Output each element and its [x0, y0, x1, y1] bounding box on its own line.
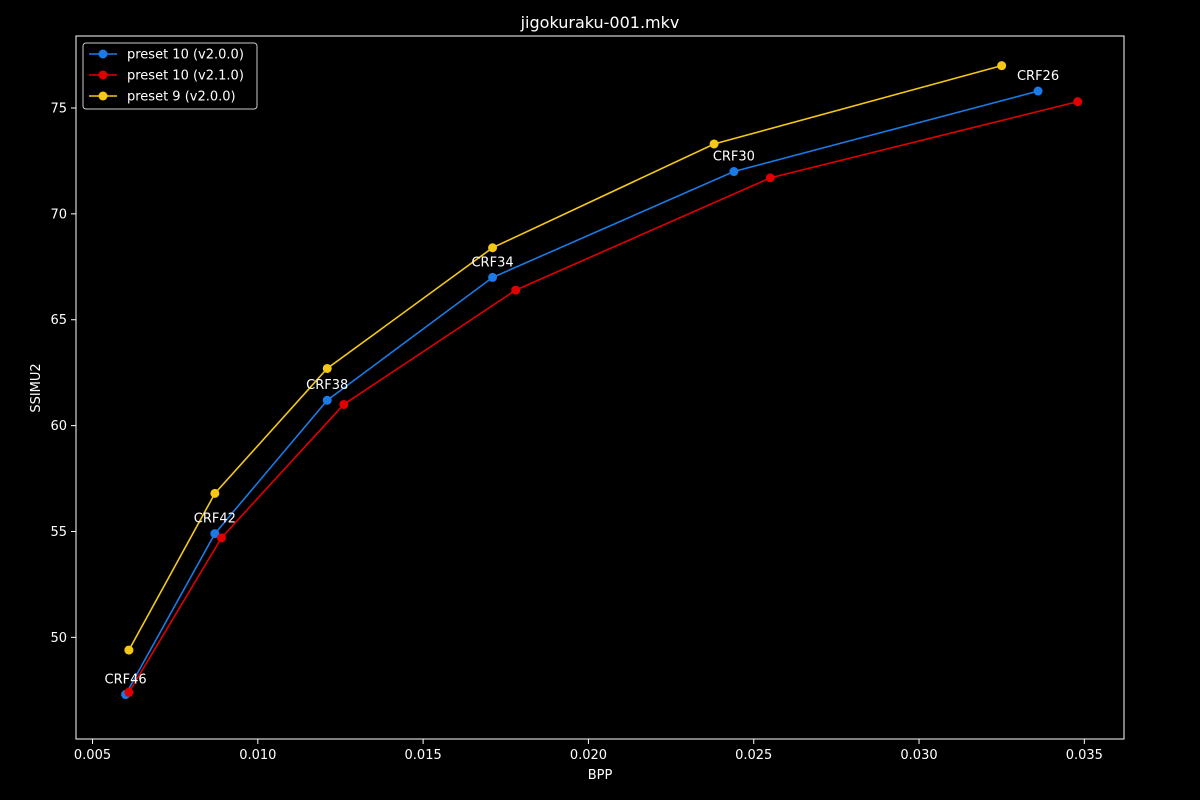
data-point: [124, 645, 134, 655]
crf-annotation: CRF30: [713, 150, 755, 165]
x-axis-label: BPP: [588, 768, 613, 783]
y-tick-label: 50: [50, 631, 67, 646]
plot-frame: [75, 35, 1125, 740]
x-tick-label: 0.020: [570, 748, 607, 763]
chart-title: jigokuraku-001.mkv: [520, 13, 680, 32]
data-point: [1033, 86, 1043, 96]
legend-marker: [98, 91, 108, 101]
data-point: [997, 61, 1007, 71]
data-point: [210, 529, 220, 539]
x-tick-label: 0.030: [900, 748, 937, 763]
y-tick-label: 55: [50, 525, 67, 540]
legend-marker: [98, 70, 108, 80]
data-point: [1073, 97, 1083, 107]
data-point: [322, 363, 332, 373]
legend-label: preset 10 (v2.1.0): [127, 69, 244, 84]
y-tick-label: 70: [50, 207, 67, 222]
data-point: [709, 139, 719, 149]
x-tick-label: 0.010: [239, 748, 276, 763]
y-tick-label: 75: [50, 101, 67, 116]
data-point: [765, 173, 775, 183]
crf-annotation: CRF46: [105, 673, 147, 688]
data-point: [339, 399, 349, 409]
y-tick-label: 60: [50, 419, 67, 434]
crf-annotation: CRF42: [194, 512, 236, 527]
legend: preset 10 (v2.0.0) preset 10 (v2.1.0) pres…: [82, 42, 258, 110]
y-tick-label: 65: [50, 313, 67, 328]
series-line-2: [128, 100, 1078, 693]
data-point: [729, 167, 739, 177]
legend-marker: [98, 49, 108, 59]
x-tick-label: 0.015: [405, 748, 442, 763]
legend-label: preset 10 (v2.0.0): [127, 48, 244, 63]
data-point: [216, 533, 226, 543]
crf-annotation: CRF34: [471, 255, 513, 270]
data-point: [511, 285, 521, 295]
crf-annotation: CRF26: [1017, 69, 1059, 84]
x-tick-label: 0.025: [735, 748, 772, 763]
series-line-3: [128, 64, 1002, 651]
x-axis: 0.005 0.010 0.015 0.020 0.025 0.030 0.035: [74, 739, 1103, 763]
x-tick-label: 0.005: [74, 748, 111, 763]
y-axis-label: SSIMU2: [29, 363, 44, 412]
x-tick-label: 0.035: [1066, 748, 1103, 763]
data-point: [488, 272, 498, 282]
data-point: [322, 395, 332, 405]
series-line-1: [124, 90, 1039, 695]
crf-annotation: CRF38: [306, 378, 348, 393]
y-axis: 50 55 60 65 70 75: [50, 101, 76, 646]
data-point: [210, 488, 220, 498]
legend-label: preset 9 (v2.0.0): [127, 90, 236, 105]
legend-box: [82, 42, 258, 110]
data-point: [488, 243, 498, 253]
plot-area: CRF46 CRF42 CRF38 CRF34 CRF30 CRF26: [105, 61, 1083, 700]
data-point: [124, 687, 134, 697]
